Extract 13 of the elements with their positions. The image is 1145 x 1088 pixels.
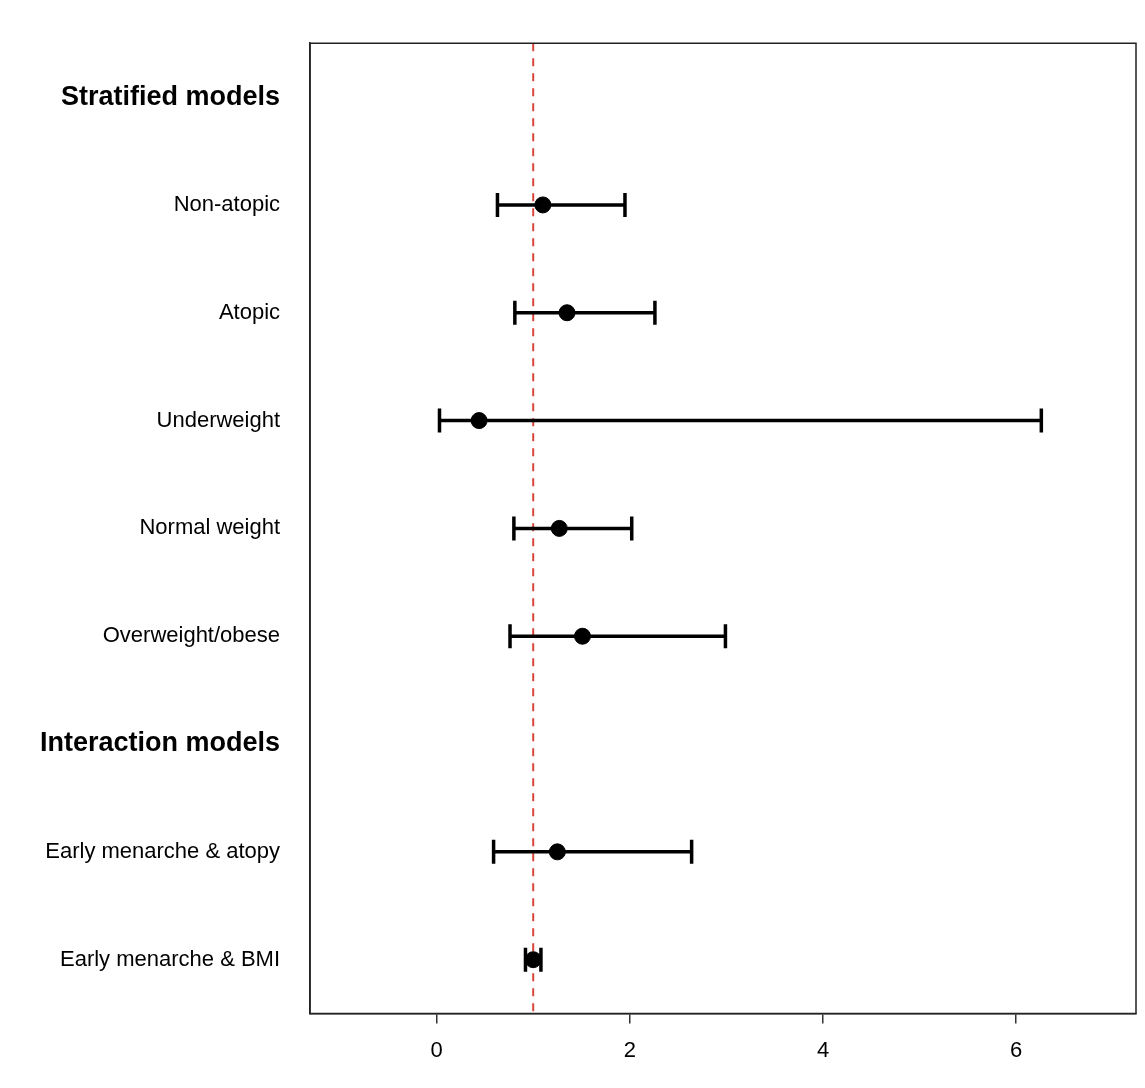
- y-tick-label: Underweight: [156, 406, 281, 432]
- x-tick-label: 0: [430, 1036, 443, 1062]
- y-tick-label: Early menarche & atopy: [45, 837, 281, 863]
- y-tick-label: Interaction models: [40, 727, 281, 758]
- y-tick-label: Non-atopic: [173, 191, 281, 216]
- x-tick-label: 6: [1010, 1036, 1023, 1062]
- y-tick-label: Stratified models: [61, 80, 281, 111]
- y-tick-label: Overweight/obese: [102, 622, 281, 648]
- y-tick-label: Normal weight: [139, 514, 281, 540]
- y-tick-label: Atopic: [218, 298, 281, 324]
- x-tick-label: 2: [623, 1036, 636, 1062]
- x-tick-label: 4: [816, 1036, 830, 1062]
- y-tick-label: Early menarche & BMI: [59, 945, 281, 971]
